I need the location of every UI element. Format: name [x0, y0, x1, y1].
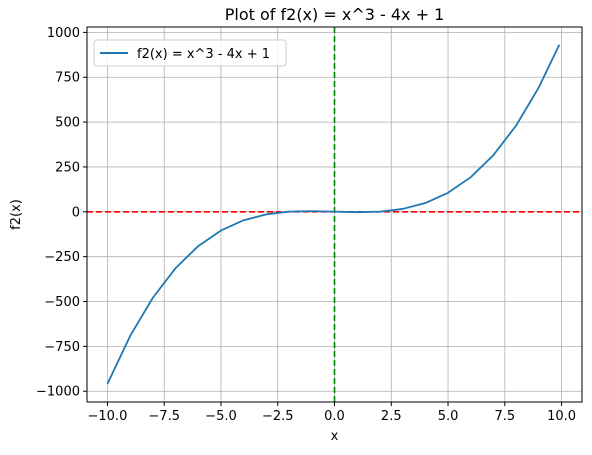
chart-title: Plot of f2(x) = x^3 - 4x + 1	[225, 5, 445, 24]
y-tick-label: −500	[44, 295, 80, 310]
x-axis-label: x	[331, 429, 339, 444]
y-tick-label: 0	[72, 205, 80, 220]
legend-label: f2(x) = x^3 - 4x + 1	[137, 47, 270, 62]
y-tick-label: −750	[44, 340, 80, 355]
y-tick-label: 1000	[47, 26, 80, 41]
y-tick-label: 250	[55, 160, 80, 175]
x-tick-label: −5.0	[205, 409, 237, 424]
series-line	[106, 44, 561, 385]
y-tick-label: −1000	[36, 385, 80, 400]
y-tick-label: 750	[55, 71, 80, 86]
x-tick-label: −2.5	[262, 409, 294, 424]
x-tick-label: 7.5	[494, 409, 515, 424]
x-axis-ticks: −10.0 −7.5 −5.0 −2.5 0.0 2.5 5.0 7.5 10.0	[88, 402, 576, 424]
x-tick-label: 2.5	[381, 409, 402, 424]
x-tick-label: 0.0	[324, 409, 345, 424]
legend-box	[93, 39, 287, 67]
series-layer	[106, 44, 561, 385]
y-tick-label: −250	[44, 250, 80, 265]
x-tick-label: −7.5	[148, 409, 180, 424]
x-tick-label: 10.0	[547, 409, 576, 424]
x-tick-label: −10.0	[88, 409, 128, 424]
y-axis-label: f2(x)	[9, 199, 24, 230]
y-axis-ticks: −1000 −750 −500 −250 0 250 500 750 1000	[36, 26, 87, 400]
legend: f2(x) = x^3 - 4x + 1	[93, 39, 287, 67]
y-tick-label: 500	[55, 116, 80, 131]
x-tick-label: 5.0	[438, 409, 459, 424]
